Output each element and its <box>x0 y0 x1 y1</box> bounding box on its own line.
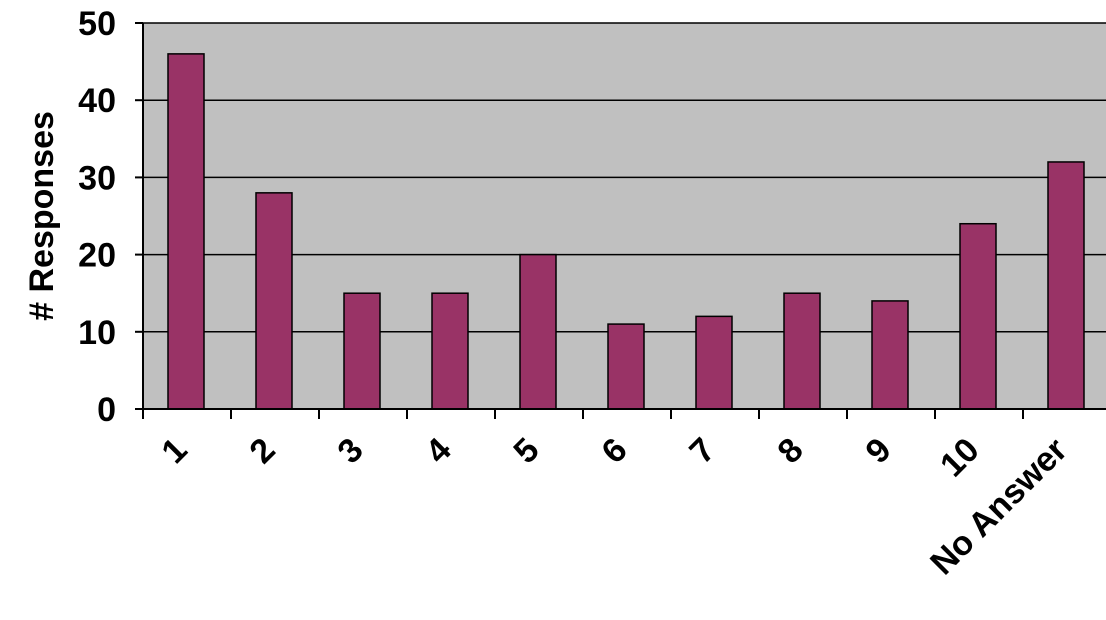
bar <box>871 300 909 410</box>
bar <box>431 292 469 410</box>
x-tick-label: 2 <box>242 431 282 471</box>
bar <box>343 292 381 410</box>
x-tick-label: 4 <box>418 431 458 471</box>
x-tick-label: 10 <box>933 431 987 485</box>
y-tick-label: 50 <box>78 5 116 43</box>
y-tick-label: 20 <box>78 237 116 275</box>
y-tick-label: 30 <box>78 159 116 197</box>
bar <box>1047 161 1085 410</box>
x-tick-label: 8 <box>770 431 810 471</box>
y-tick-label: 40 <box>78 82 116 120</box>
y-axis-title: # Responses <box>23 111 61 321</box>
bar <box>255 192 293 410</box>
x-tick-label: 1 <box>154 431 194 471</box>
x-tick-label: 5 <box>506 431 546 471</box>
y-tick-labels: 0 10 20 30 40 50 <box>78 5 116 429</box>
bars <box>167 53 1085 410</box>
bar <box>695 315 733 410</box>
x-tick-label: 7 <box>682 431 722 471</box>
bar <box>959 222 997 410</box>
x-tick-label: 6 <box>594 431 634 471</box>
x-tick-label: 9 <box>858 431 898 471</box>
bar <box>519 253 557 410</box>
x-tick-label: 3 <box>330 431 370 471</box>
bar <box>167 53 205 410</box>
gridlines <box>143 22 1106 333</box>
bar <box>607 323 645 410</box>
bar <box>783 292 821 410</box>
y-tick-label: 0 <box>97 391 116 429</box>
y-tick-label: 10 <box>78 314 116 352</box>
axes <box>135 22 1106 419</box>
